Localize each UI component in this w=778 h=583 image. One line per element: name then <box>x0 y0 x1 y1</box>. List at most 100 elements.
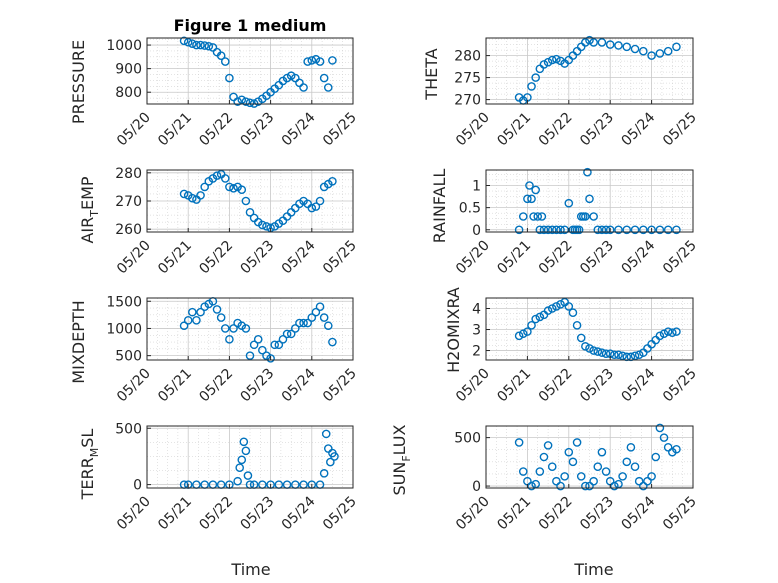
pressure-xtick-label: 05/22 <box>196 110 236 150</box>
h2omixra-point <box>518 329 528 339</box>
pressure-point <box>245 98 255 108</box>
air-temp-point <box>245 207 255 217</box>
mixdepth-point <box>270 340 280 350</box>
xlabel-right: Time <box>573 560 613 579</box>
air-temp-point <box>237 185 247 195</box>
pressure-ytick-label: 800 <box>115 85 142 101</box>
ylabel-mixdepth: MIXDEPTH <box>69 300 88 383</box>
rainfall-point <box>514 225 524 235</box>
sun-flux-point <box>543 441 553 450</box>
rainfall-point <box>605 225 615 235</box>
theta-point <box>630 44 640 54</box>
theta-point <box>552 54 561 64</box>
pressure-xtick-label: 05/25 <box>320 110 360 150</box>
rainfall-point <box>560 225 569 235</box>
rainfall-point <box>552 225 561 235</box>
h2omixra-point <box>531 314 540 324</box>
theta-point <box>543 57 553 67</box>
theta-point <box>589 38 598 47</box>
rainfall-point <box>593 225 603 235</box>
sun-flux-point <box>560 472 569 481</box>
mixdepth-point <box>286 329 296 339</box>
air-temp-point <box>220 174 230 183</box>
mixdepth-point <box>192 315 201 325</box>
sun-flux-point <box>663 443 673 452</box>
rainfall-xtick-label: 05/24 <box>619 237 659 277</box>
air-temp-point <box>241 196 251 206</box>
ylabel-terr-msl: TERRMSL <box>78 429 101 501</box>
sun-flux-ytick-label: 0 <box>472 479 481 495</box>
sun-flux-point <box>622 457 632 467</box>
sun-flux-point <box>535 467 545 476</box>
sun-flux-point <box>651 452 661 462</box>
mixdepth-ytick-label: 1500 <box>106 294 142 310</box>
pressure-point <box>204 41 214 51</box>
h2omixra-point <box>514 331 524 341</box>
mixdepth-point <box>303 318 312 328</box>
mixdepth-point <box>249 340 259 350</box>
h2omixra-ytick-label: 3 <box>472 323 481 339</box>
sun-flux-point <box>643 476 652 486</box>
rainfall-ytick-label: 1 <box>472 179 481 195</box>
rainfall-point <box>518 212 528 221</box>
mixdepth-point <box>196 307 205 317</box>
sun-flux-xtick-label: 05/25 <box>660 494 700 534</box>
sun-flux-point <box>601 467 611 476</box>
h2omixra-ytick-label: 4 <box>472 302 481 318</box>
rainfall-point <box>543 225 553 235</box>
h2omixra-xtick-label: 05/22 <box>536 366 576 406</box>
theta-xtick-label: 05/21 <box>494 110 534 150</box>
sun-flux-point <box>547 462 557 471</box>
mixdepth-point <box>258 345 267 355</box>
h2omixra-point <box>655 331 665 341</box>
air-temp-point <box>262 222 271 231</box>
h2omixra-point <box>547 304 557 313</box>
sun-flux-point <box>618 472 627 481</box>
sun-flux-point <box>576 472 586 481</box>
terr-msl-xtick-label: 05/23 <box>238 494 278 534</box>
sun-flux-xtick-label: 05/20 <box>453 494 493 534</box>
h2omixra-point <box>556 300 565 309</box>
rainfall-point <box>630 225 640 235</box>
pressure-point <box>303 57 312 66</box>
ylabel-sun-flux: SUNFLUX <box>390 424 413 495</box>
h2omixra-point <box>543 306 553 315</box>
terr-msl-point <box>233 476 242 486</box>
sun-flux-point <box>610 481 619 491</box>
rainfall-xtick-label: 05/23 <box>577 238 617 278</box>
rainfall-point <box>583 167 592 177</box>
h2omixra-xtick-label: 05/23 <box>577 366 617 406</box>
pressure-point <box>179 36 189 46</box>
theta-point <box>531 73 540 82</box>
theta-point <box>647 51 656 60</box>
mixdepth-point <box>220 324 230 333</box>
terr-msl-point <box>235 463 244 473</box>
sun-flux-point <box>518 467 528 476</box>
h2omixra-point <box>668 328 677 337</box>
rainfall-ytick-label: 0 <box>472 223 481 239</box>
terr-msl-point <box>237 455 247 465</box>
h2omixra-point <box>585 344 594 353</box>
sun-flux-point <box>564 447 574 457</box>
theta-point <box>614 41 623 50</box>
rainfall-point <box>564 198 574 208</box>
mixdepth-point <box>315 302 325 312</box>
mixdepth-point <box>295 318 304 328</box>
sun-flux-point <box>647 472 656 481</box>
sun-flux-xtick-label: 05/22 <box>536 494 576 534</box>
theta-xtick-label: 05/25 <box>660 110 700 150</box>
pressure-point <box>188 39 197 48</box>
h2omixra-point <box>597 348 607 357</box>
rainfall-point <box>639 225 648 235</box>
air-temp-xtick-label: 05/25 <box>320 238 360 278</box>
h2omixra-point <box>576 333 586 343</box>
h2omixra-point <box>614 350 623 360</box>
mixdepth-point <box>291 324 300 333</box>
pressure-xtick-label: 05/20 <box>114 110 154 150</box>
air-temp-point <box>212 171 222 180</box>
mixdepth-point <box>229 324 238 333</box>
rainfall-point <box>601 225 611 235</box>
theta-ytick-label: 275 <box>454 71 481 87</box>
